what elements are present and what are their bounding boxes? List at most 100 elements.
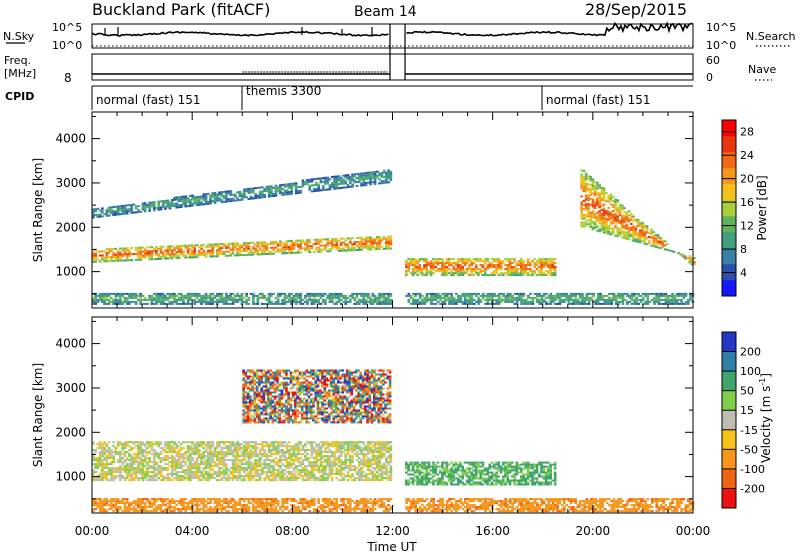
ytick-label: 1000 <box>55 265 86 279</box>
heatmap-cell <box>317 298 321 301</box>
heatmap-cell <box>598 196 601 199</box>
heatmap-cell <box>531 300 535 303</box>
heatmap-cell <box>249 465 253 468</box>
heatmap-cell <box>283 246 287 249</box>
heatmap-cell <box>98 459 102 462</box>
heatmap-cell <box>339 471 343 474</box>
heatmap-cell <box>598 184 601 187</box>
heatmap-cell <box>123 296 127 299</box>
heatmap-cell <box>593 227 597 229</box>
heatmap-cell <box>229 254 233 257</box>
heatmap-cell <box>96 465 100 468</box>
heatmap-cell <box>299 292 302 295</box>
heatmap-cell <box>310 477 314 480</box>
heatmap-cell <box>121 253 124 256</box>
heatmap-cell <box>385 298 388 301</box>
heatmap-cell <box>312 242 316 245</box>
heatmap-cell <box>285 296 289 299</box>
heatmap-cell <box>218 443 221 446</box>
heatmap-cell <box>353 241 357 244</box>
heatmap-cell <box>531 274 534 277</box>
heatmap-cell <box>609 195 613 198</box>
heatmap-cell <box>245 449 248 452</box>
heatmap-cell <box>168 445 172 448</box>
heatmap-cell <box>526 260 530 263</box>
heatmap-cell <box>150 254 154 257</box>
heatmap-cell <box>179 294 183 297</box>
heatmap-cell <box>675 300 679 303</box>
heatmap-cell <box>618 227 622 230</box>
heatmap-cell <box>247 473 251 476</box>
heatmap-cell <box>98 473 102 476</box>
heatmap-cell <box>623 292 627 295</box>
heatmap-cell <box>132 300 136 303</box>
heatmap-cell <box>197 445 201 448</box>
heatmap-cell <box>220 479 224 482</box>
heatmap-cell <box>644 300 647 303</box>
heatmap-cell <box>412 296 415 299</box>
heatmap-cell <box>218 467 221 470</box>
heatmap-cell <box>533 270 537 273</box>
heatmap-cell <box>326 479 330 482</box>
heatmap-cell <box>218 253 221 256</box>
heatmap-cell <box>319 248 323 251</box>
heatmap-cell <box>477 260 480 263</box>
heatmap-cell <box>461 274 465 277</box>
heatmap-cell <box>157 441 161 444</box>
heatmap-cell <box>243 445 246 448</box>
heatmap-cell <box>294 449 298 452</box>
heatmap-cell <box>119 477 122 480</box>
heatmap-cell <box>182 252 185 255</box>
heatmap-cell <box>123 253 127 256</box>
heatmap-cell <box>492 258 496 261</box>
heatmap-cell <box>321 185 325 188</box>
heatmap-cell <box>159 469 163 472</box>
heatmap-cell <box>186 459 190 462</box>
heatmap-cell <box>587 205 590 208</box>
heatmap-cell <box>373 248 377 251</box>
heatmap-cell <box>148 207 151 210</box>
heatmap-cell <box>290 447 293 450</box>
heatmap-cell <box>216 243 219 246</box>
heatmap-cell <box>146 471 149 474</box>
heatmap-cell <box>310 447 314 450</box>
heatmap-cell <box>182 479 185 482</box>
heatmap-cell <box>206 296 210 299</box>
heatmap-cell <box>517 262 521 265</box>
heatmap-cell <box>137 467 140 470</box>
heatmap-cell <box>330 300 334 303</box>
heatmap-cell <box>501 260 505 263</box>
heatmap-cell <box>605 300 609 303</box>
heatmap-cell <box>186 471 190 474</box>
heatmap-cell <box>216 294 219 297</box>
heatmap-cell <box>283 479 287 482</box>
heatmap-cell <box>281 449 284 452</box>
heatmap-cell <box>596 211 599 214</box>
heatmap-cell <box>240 475 244 478</box>
heatmap-cell <box>137 443 140 446</box>
heatmap-cell <box>119 247 122 250</box>
heatmap-cell <box>531 302 535 305</box>
heatmap-cell <box>607 214 611 217</box>
heatmap-cell <box>376 242 379 245</box>
heatmap-cell <box>333 185 336 188</box>
heatmap-cell <box>470 300 474 303</box>
heatmap-cell <box>616 221 620 224</box>
heatmap-cell <box>470 294 474 297</box>
heatmap-cell <box>591 228 595 231</box>
heatmap-cell <box>547 264 550 267</box>
heatmap-cell <box>357 246 361 249</box>
heatmap-cell <box>584 202 588 205</box>
heatmap-cell <box>157 467 161 470</box>
heatmap-cell <box>515 302 519 305</box>
heatmap-cell <box>344 461 348 464</box>
heatmap-cell <box>450 294 453 297</box>
heatmap-cell <box>216 471 219 474</box>
heatmap-cell <box>155 294 158 297</box>
heatmap-cell <box>182 447 185 450</box>
heatmap-cell <box>385 241 388 244</box>
heatmap-cell <box>506 296 510 299</box>
heatmap-cell <box>211 469 215 472</box>
heatmap-cell <box>193 447 197 450</box>
heatmap-cell <box>270 465 273 468</box>
